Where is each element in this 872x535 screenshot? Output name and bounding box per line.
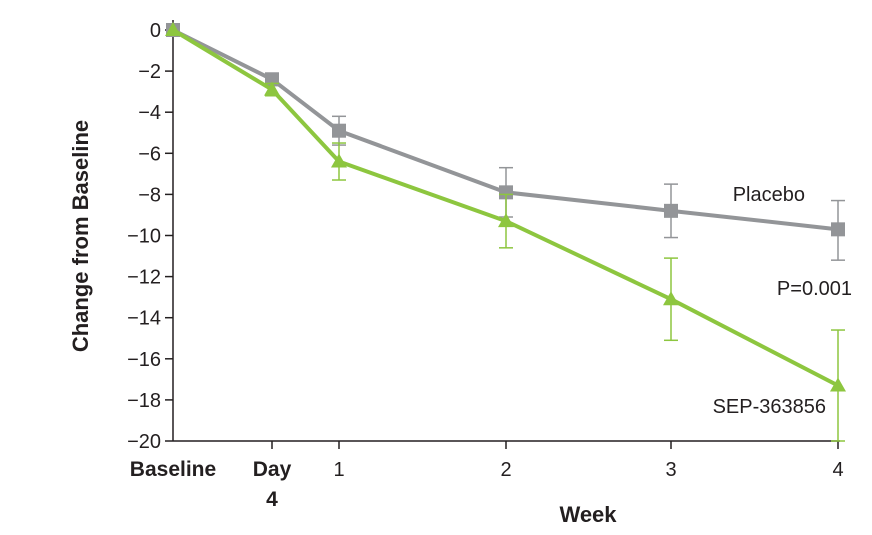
series-sep-363856 [165, 22, 846, 442]
y-tick-label: −8 [138, 184, 161, 206]
data-point [331, 153, 347, 168]
y-tick-label: 0 [150, 20, 161, 42]
data-point [663, 291, 679, 306]
data-point [499, 185, 513, 200]
x-tick-label: 2 [500, 459, 511, 481]
x-tick-label: 4 [832, 459, 843, 481]
y-tick-label: −16 [127, 349, 161, 371]
x-tick-label: 1 [333, 459, 344, 481]
data-point [664, 203, 678, 218]
y-tick-label: −2 [138, 61, 161, 83]
y-axis-title: Change from Baseline [68, 120, 93, 352]
y-tick-label: −6 [138, 143, 161, 165]
series-layer [165, 22, 846, 442]
series-line [172, 28, 839, 232]
x-tick-label-line2: 4 [266, 488, 278, 511]
axes: 0 −2 −4 −6 −8 −10 −12 −14 −16 −18 −20 Baseline Day 4 1… [127, 20, 844, 511]
data-point [165, 22, 181, 36]
y-tick-label: −12 [127, 267, 161, 289]
p-value-label: P=0.001 [777, 278, 852, 300]
y-tick-label: −20 [127, 431, 161, 453]
series-line [171, 28, 839, 388]
y-tick-label: −14 [127, 308, 161, 330]
y-tick-label: −18 [127, 390, 161, 412]
y-tick-label: −10 [127, 226, 161, 248]
data-point [332, 123, 346, 138]
x-tick-label: Baseline [130, 458, 216, 481]
y-tick-label: −4 [138, 102, 161, 124]
data-point [830, 377, 846, 392]
x-tick-label: Day [253, 458, 292, 481]
x-tick-label: 3 [665, 459, 676, 481]
drug-label: SEP-363856 [713, 396, 826, 418]
data-point [498, 213, 514, 228]
placebo-label: Placebo [733, 184, 805, 206]
x-axis-title: Week [559, 502, 617, 527]
series-placebo [166, 23, 845, 261]
data-point [831, 222, 845, 237]
data-point [264, 81, 280, 96]
